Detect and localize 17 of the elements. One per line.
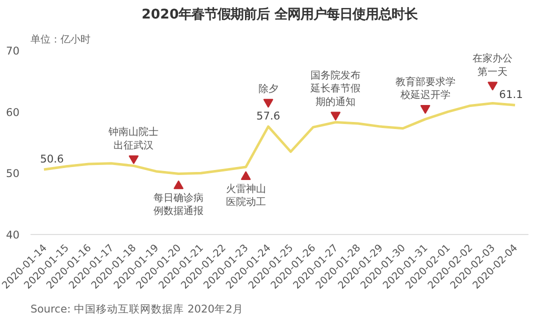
annotation: 钟南山院士出征武汉 <box>108 126 159 152</box>
y-tick-label: 40 <box>6 228 20 242</box>
annotation: 火雷神山医院动工 <box>226 182 266 208</box>
y-axis-title: 单位：亿小时 <box>30 34 90 46</box>
data-label: 57.6 <box>256 110 280 123</box>
annotation: 每日确诊病例数据通报 <box>154 192 204 218</box>
chart-title: 2020年春节假期前后 全网用户每日使用总时长 <box>142 6 418 22</box>
annotation: 国务院发布延长春节假期的通知 <box>310 70 361 108</box>
data-label: 50.6 <box>40 152 64 166</box>
y-tick-label: 50 <box>6 167 20 180</box>
y-tick-label: 70 <box>6 44 20 58</box>
annotation: 除夕 <box>258 83 278 96</box>
annotation: 教育部要求学校延迟开学 <box>395 76 456 102</box>
data-label: 61.1 <box>499 88 523 102</box>
y-tick-label: 60 <box>6 106 20 119</box>
annotation: 在家办公第一天 <box>472 52 513 78</box>
source-note: Source: 中国移动互联网数据库 2020年2月 <box>30 302 244 316</box>
